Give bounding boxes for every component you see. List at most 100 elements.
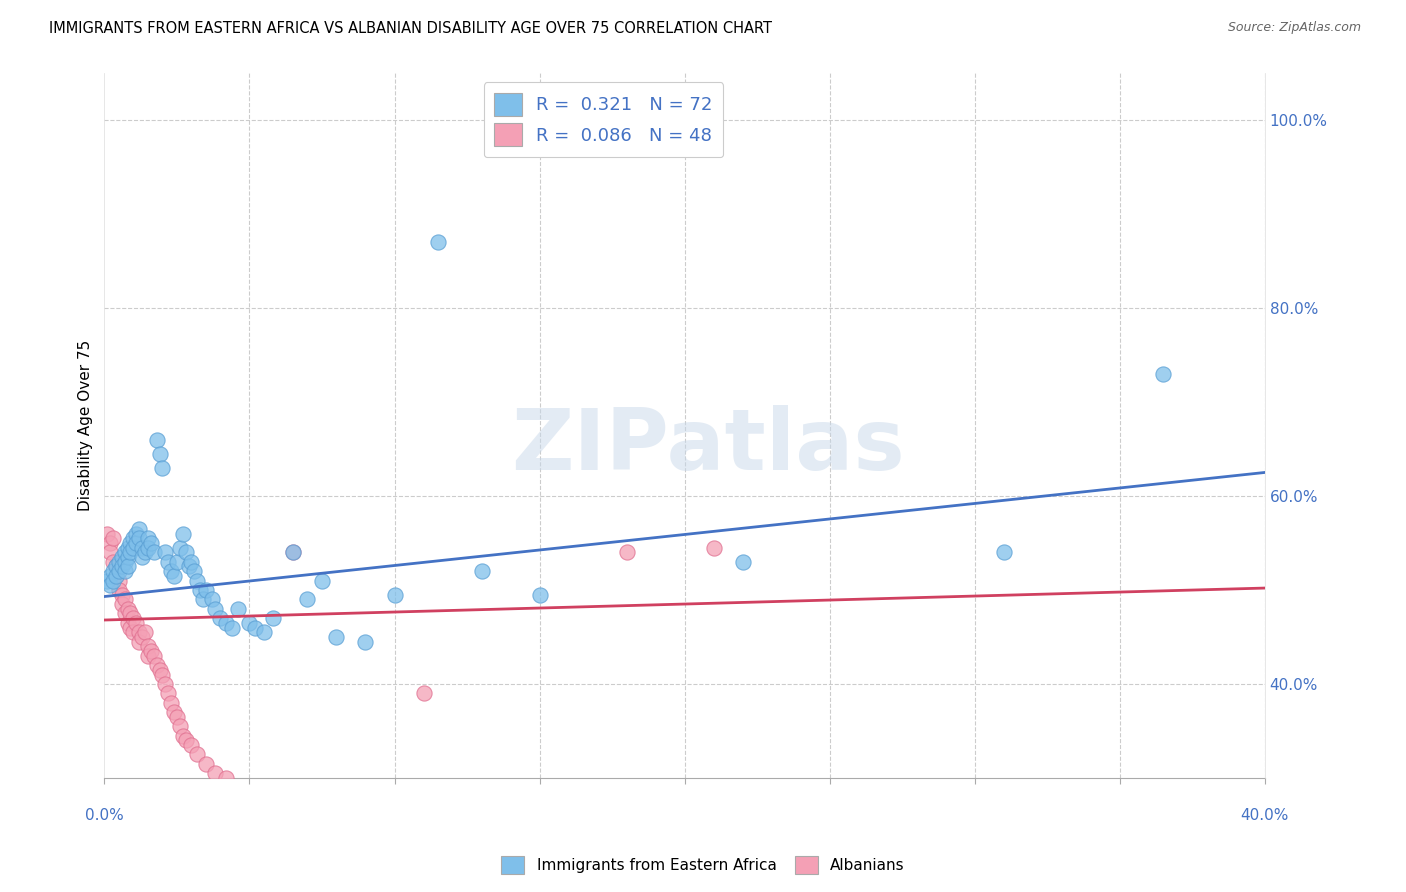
Point [117,601,139,615]
Point [128,531,150,545]
Point [114,545,136,559]
Point [148,663,170,677]
Point [114,564,136,578]
Point [174,733,197,747]
Point [703,541,725,555]
Point [145,433,167,447]
Point [186,574,208,588]
Point [142,648,165,663]
Point [128,522,150,536]
Point [1152,367,1174,381]
Point [104,559,127,574]
Point [131,630,153,644]
Point [311,574,333,588]
Point [166,710,188,724]
Point [412,686,434,700]
Text: 40.0%: 40.0% [1240,808,1289,823]
Point [177,559,200,574]
Text: ZIPatlas: ZIPatlas [510,405,904,488]
Point [201,592,224,607]
Point [101,564,124,578]
Point [221,621,243,635]
Point [114,555,136,569]
Point [134,625,156,640]
Point [98,569,121,583]
Point [96,574,118,588]
Point [108,564,131,578]
Point [101,555,124,569]
Point [120,607,142,621]
Point [111,559,134,574]
Point [134,545,156,559]
Point [114,607,136,621]
Point [122,541,145,555]
Point [215,615,238,630]
Point [169,541,191,555]
Point [111,597,134,611]
Point [117,615,139,630]
Point [731,555,754,569]
Point [354,634,377,648]
Point [128,625,150,640]
Text: IMMIGRANTS FROM EASTERN AFRICA VS ALBANIAN DISABILITY AGE OVER 75 CORRELATION CH: IMMIGRANTS FROM EASTERN AFRICA VS ALBANI… [49,21,772,36]
Point [281,545,304,559]
Point [262,611,284,625]
Point [122,611,145,625]
Point [163,569,186,583]
Point [297,592,319,607]
Point [245,621,267,635]
Point [125,526,148,541]
Point [136,648,159,663]
Point [117,541,139,555]
Text: Source: ZipAtlas.com: Source: ZipAtlas.com [1227,21,1361,34]
Point [157,555,180,569]
Point [122,531,145,545]
Point [157,686,180,700]
Point [204,766,226,780]
Point [191,592,214,607]
Point [529,588,551,602]
Point [281,545,304,559]
Point [108,582,131,597]
Point [152,667,174,681]
Point [993,545,1015,559]
Point [120,545,142,559]
Point [209,611,232,625]
Point [172,526,194,541]
Point [96,526,118,541]
Point [136,531,159,545]
Point [183,564,205,578]
Point [142,545,165,559]
Point [111,588,134,602]
Point [152,460,174,475]
Point [136,640,159,654]
Point [104,569,127,583]
Point [616,545,638,559]
Point [128,634,150,648]
Point [117,549,139,564]
Point [169,719,191,733]
Point [155,677,177,691]
Point [139,536,162,550]
Point [104,569,127,583]
Point [194,582,217,597]
Point [427,235,450,249]
Point [160,564,183,578]
Point [384,588,406,602]
Point [114,592,136,607]
Point [108,574,131,588]
Point [325,630,347,644]
Point [160,696,183,710]
Point [117,559,139,574]
Point [125,536,148,550]
Legend: Immigrants from Eastern Africa, Albanians: Immigrants from Eastern Africa, Albanian… [495,850,911,880]
Point [174,545,197,559]
Point [145,658,167,673]
Point [101,531,124,545]
Point [215,771,238,785]
Point [131,541,153,555]
Point [101,574,124,588]
Point [166,555,188,569]
Point [204,601,226,615]
Point [122,625,145,640]
